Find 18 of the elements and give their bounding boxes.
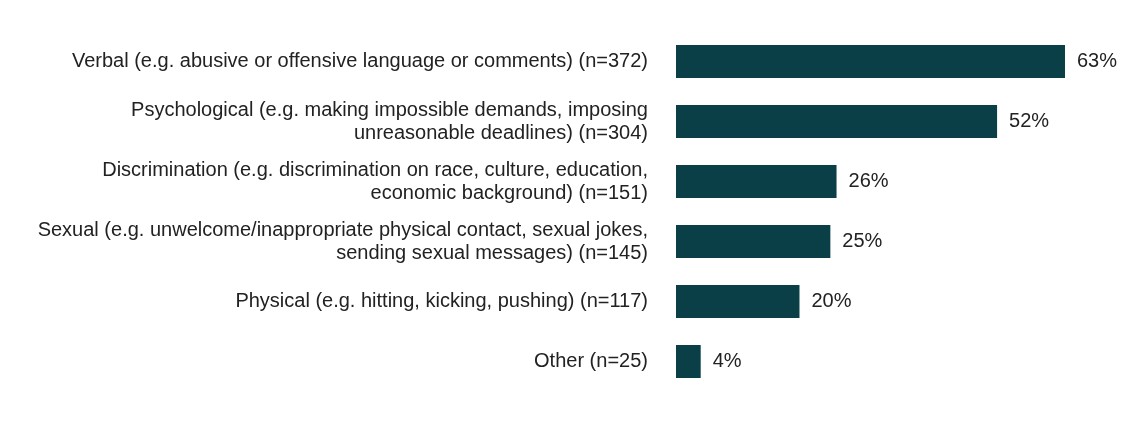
y-tick-label: Psychological (e.g. making impossible demands, imposing unreasonable deadlines) (n=304): [131, 97, 648, 143]
y-tick-label: Sexual (e.g. unwelcome/inappropriate physical contact, sexual jokes, sending sexual messages) (n=145): [37, 217, 648, 263]
bar: [676, 225, 831, 258]
y-tick-label: Discrimination (e.g. discrimination on race, culture, education, economic background) (n=151): [102, 157, 648, 203]
bar: [676, 105, 998, 138]
y-tick-label: Physical (e.g. hitting, kicking, pushing) (n=117): [235, 289, 648, 312]
y-tick-label: Verbal (e.g. abusive or offensive language or comments) (n=372): [71, 49, 648, 72]
data-label: 4%: [712, 349, 742, 372]
bar: [676, 165, 837, 198]
data-label: 63%: [1077, 49, 1118, 72]
y-tick-label: Other (n=25): [534, 349, 648, 372]
data-label: 25%: [842, 229, 883, 252]
bar: [676, 45, 1065, 78]
data-label: 20%: [811, 289, 852, 312]
bar: [676, 345, 701, 378]
data-label: 52%: [1009, 109, 1050, 132]
data-label: 26%: [848, 169, 889, 192]
bar: [676, 285, 800, 318]
